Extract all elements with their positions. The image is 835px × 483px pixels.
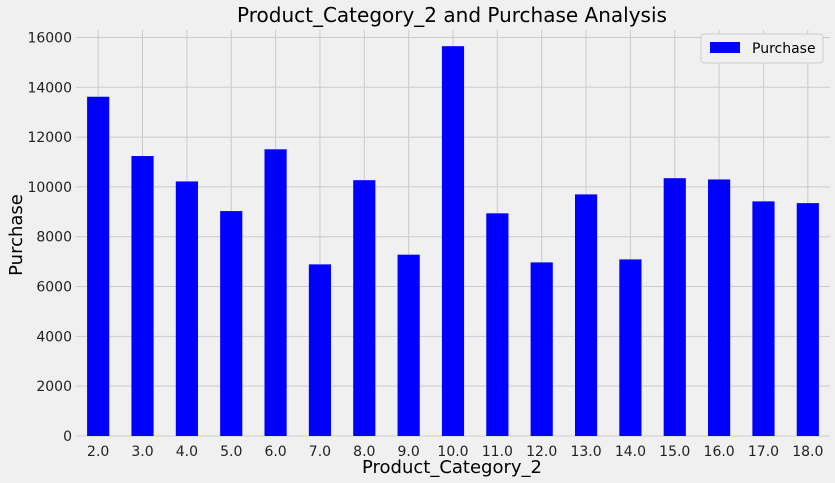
- y-tick-label: 14000: [27, 80, 72, 96]
- x-tick-label: 4.0: [176, 444, 198, 460]
- y-tick-label: 12000: [27, 130, 72, 146]
- x-tick-label: 13.0: [570, 444, 601, 460]
- y-tick-label: 8000: [36, 230, 72, 246]
- bar-18.0: [796, 203, 819, 436]
- x-tick-label: 7.0: [309, 444, 331, 460]
- bar-12.0: [530, 262, 553, 436]
- x-tick-labels: 2.0 3.0 4.0 5.0 6.0 7.0 8.0 9.0 10.0 11.0 12.0 13.0…: [87, 444, 823, 460]
- bar-6.0: [264, 149, 287, 436]
- bar-13.0: [574, 194, 598, 436]
- bar-9.0: [397, 254, 420, 436]
- legend-label: Purchase: [752, 41, 816, 57]
- x-tick-label: 16.0: [704, 444, 735, 460]
- x-tick-label: 2.0: [87, 444, 109, 460]
- x-tick-label: 6.0: [264, 444, 286, 460]
- bar-3.0: [131, 156, 154, 436]
- bar-4.0: [175, 181, 198, 436]
- y-tick-label: 6000: [36, 280, 72, 296]
- x-tick-label: 10.0: [437, 444, 468, 460]
- x-tick-label: 12.0: [526, 444, 557, 460]
- bar-7.0: [308, 264, 332, 436]
- y-tick-label: 16000: [27, 30, 72, 46]
- y-tick-labels: 0 2000 4000 6000 8000 10000 12000 14000 16000: [27, 30, 72, 445]
- bar-17.0: [752, 201, 775, 436]
- bar-16.0: [708, 179, 731, 436]
- y-tick-label: 2000: [36, 379, 72, 395]
- x-tick-label: 5.0: [220, 444, 242, 460]
- legend-box: [700, 33, 824, 64]
- legend: Purchase: [700, 33, 824, 64]
- y-tick-label: 10000: [27, 180, 72, 196]
- chart-title: Product_Category_2 and Purchase Analysis: [237, 3, 667, 27]
- x-tick-label: 15.0: [659, 444, 690, 460]
- x-tick-label: 18.0: [792, 444, 823, 460]
- x-axis-label: Product_Category_2: [362, 457, 542, 478]
- bar-14.0: [619, 259, 642, 436]
- x-tick-label: 17.0: [748, 444, 779, 460]
- bar-2.0: [87, 96, 110, 437]
- bar-11.0: [486, 213, 509, 436]
- x-tick-label: 3.0: [131, 444, 153, 460]
- bar-10.0: [441, 46, 465, 436]
- y-tick-label: 0: [63, 429, 72, 445]
- x-tick-label: 8.0: [353, 444, 375, 460]
- x-tick-label: 11.0: [482, 444, 513, 460]
- bar-5.0: [220, 211, 243, 436]
- bar-15.0: [663, 178, 686, 436]
- bars: [87, 46, 819, 437]
- legend-swatch: [710, 42, 740, 53]
- y-tick-label: 4000: [36, 329, 72, 345]
- bar-8.0: [353, 180, 376, 436]
- y-axis-label: Purchase: [6, 194, 27, 276]
- x-tick-label: 9.0: [398, 444, 420, 460]
- x-tick-label: 14.0: [615, 444, 646, 460]
